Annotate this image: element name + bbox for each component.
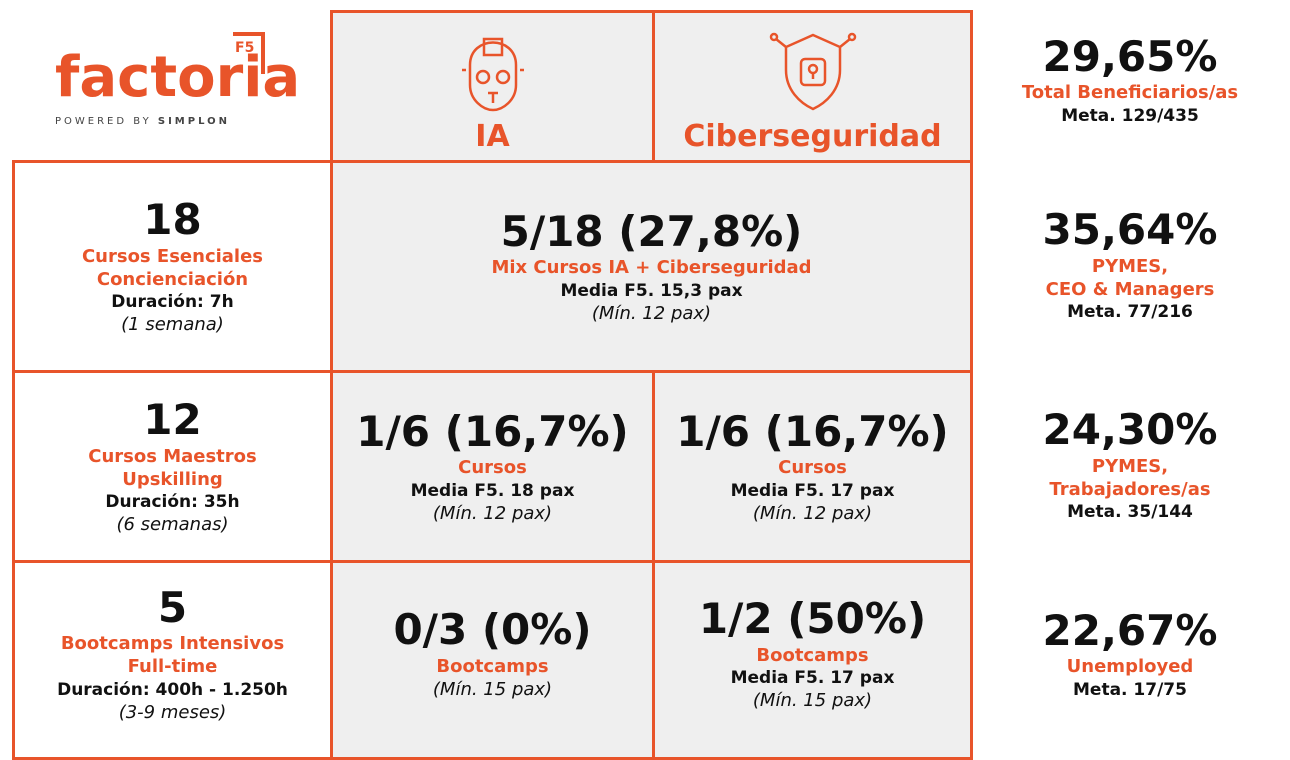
row-count: 18 (143, 195, 202, 245)
data-cell: 5/18 (27,8%) Mix Cursos IA + Ciberseguri… (330, 160, 973, 373)
cell-min: (Mín. 15 pax) (432, 679, 553, 701)
logo-bracket (233, 32, 265, 74)
row-period: (1 semana) (121, 314, 224, 336)
summary-label: CEO & Managers (1045, 279, 1215, 301)
summary-meta: Meta. 129/435 (1061, 105, 1199, 126)
data-cell: 1/2 (50%) Bootcamps Media F5. 17 pax (Mí… (652, 560, 973, 760)
summary-value: 35,64% (1042, 205, 1218, 255)
summary-meta: Meta. 17/75 (1073, 679, 1187, 700)
logo-badge: F5 (235, 40, 255, 56)
cell-value: 1/6 (16,7%) (356, 406, 629, 456)
cell-value: 5/18 (27,8%) (500, 206, 803, 256)
row-title: Cursos Maestros (88, 445, 257, 467)
cell-value: 1/2 (50%) (698, 594, 927, 644)
cell-min: (Mín. 12 pax) (752, 502, 873, 524)
row-title: Full-time (127, 656, 218, 678)
cell-label: Bootcamps (436, 655, 549, 677)
summary-label: Total Beneficiarios/as (1021, 82, 1239, 104)
row-title: Cursos Esenciales (81, 245, 264, 267)
row-title: Upskilling (122, 468, 223, 490)
cell-media: Media F5. 18 pax (410, 480, 575, 501)
column-title: IA (475, 119, 510, 154)
data-cell: 1/6 (16,7%) Cursos Media F5. 17 pax (Mín… (652, 370, 973, 563)
summary-value: 22,67% (1042, 606, 1218, 656)
summary-label: PYMES, (1091, 455, 1169, 477)
summary-label: Trabajadores/as (1049, 479, 1211, 501)
summary-label: Unemployed (1066, 656, 1194, 678)
logo-tagline: POWERED BY SIMPLON (55, 116, 230, 127)
row-title: Concienciación (96, 268, 249, 290)
row-header: 12 Cursos Maestros Upskilling Duración: … (12, 370, 333, 563)
cell-media: Media F5. 15,3 pax (560, 280, 743, 301)
row-duration: Duración: 400h - 1.250h (57, 679, 288, 700)
logo: F5 factoria POWERED BY SIMPLON (0, 0, 330, 160)
row-count: 12 (143, 395, 202, 445)
summary-cell: 22,67% Unemployed Meta. 17/75 (970, 560, 1290, 748)
shield-icon (769, 32, 856, 111)
cell-label: Cursos (458, 457, 527, 479)
brand: SIMPLON (157, 116, 230, 127)
summary-label: PYMES, (1091, 255, 1169, 277)
tagline: POWERED BY (55, 116, 152, 127)
summary-value: 24,30% (1042, 405, 1218, 455)
summary-cell: 29,65% Total Beneficiarios/as Meta. 129/… (970, 0, 1290, 160)
row-duration: Duración: 35h (105, 492, 240, 513)
row-period: (6 semanas) (116, 514, 229, 536)
data-cell: 1/6 (16,7%) Cursos Media F5. 18 pax (Mín… (330, 370, 655, 563)
cell-value: 1/6 (16,7%) (676, 406, 949, 456)
cell-media: Media F5. 17 pax (730, 480, 895, 501)
row-header: 5 Bootcamps Intensivos Full-time Duració… (12, 560, 333, 760)
cell-label: Mix Cursos IA + Ciberseguridad (491, 257, 812, 279)
row-period: (3-9 meses) (118, 701, 227, 723)
summary-cell: 35,64% PYMES, CEO & Managers Meta. 77/21… (970, 160, 1290, 370)
cell-label: Cursos (778, 457, 847, 479)
cell-media: Media F5. 17 pax (730, 668, 895, 689)
summary-meta: Meta. 35/144 (1067, 502, 1193, 523)
summary-value: 29,65% (1042, 32, 1218, 82)
header-ciber: Ciberseguridad (652, 10, 973, 163)
cell-min: (Mín. 12 pax) (591, 302, 712, 324)
row-title: Bootcamps Intensivos (60, 633, 285, 655)
cell-min: (Mín. 15 pax) (752, 690, 873, 712)
robot-icon (461, 37, 524, 112)
cell-value: 0/3 (0%) (393, 605, 592, 655)
header-ia: IA (330, 10, 655, 163)
cell-label: Bootcamps (756, 644, 869, 666)
row-duration: Duración: 7h (111, 292, 234, 313)
row-count: 5 (157, 582, 188, 632)
summary-cell: 24,30% PYMES, Trabajadores/as Meta. 35/1… (970, 370, 1290, 560)
summary-meta: Meta. 77/216 (1067, 302, 1193, 323)
cell-min: (Mín. 12 pax) (432, 502, 553, 524)
row-header: 18 Cursos Esenciales Concienciación Dura… (12, 160, 333, 373)
column-title: Ciberseguridad (683, 119, 942, 154)
logo-box: F5 factoria POWERED BY SIMPLON (55, 30, 300, 130)
logo-name: factoria (55, 45, 301, 110)
data-cell: 0/3 (0%) Bootcamps (Mín. 15 pax) (330, 560, 655, 760)
